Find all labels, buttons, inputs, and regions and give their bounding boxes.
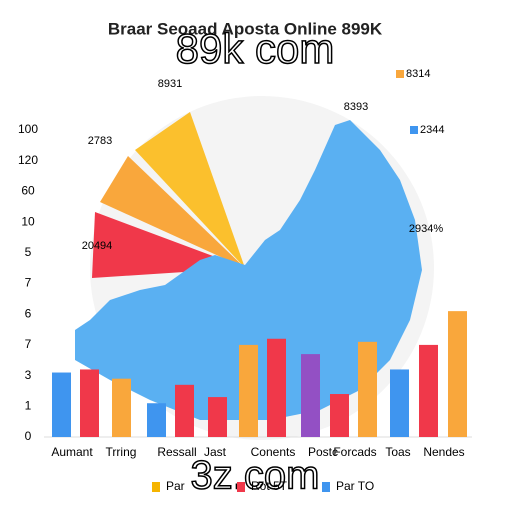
y-axis-label: 120 xyxy=(18,153,38,167)
legend-swatch xyxy=(322,482,330,492)
x-tick-label: Trring xyxy=(106,445,137,459)
bar xyxy=(175,384,194,437)
pie-slice xyxy=(100,156,245,268)
pie-label: 2783 xyxy=(88,135,112,147)
x-tick-label: Toas xyxy=(385,445,410,459)
bar xyxy=(239,344,258,437)
y-axis-label: 7 xyxy=(25,276,32,290)
legend-label: 8314 xyxy=(406,68,430,80)
x-tick-label: Forcads xyxy=(333,445,376,459)
pie-label: 8393 xyxy=(344,101,368,113)
bar xyxy=(301,354,320,437)
bar xyxy=(358,341,377,437)
watermark: 89k com xyxy=(176,25,335,72)
x-tick-label: Nendes xyxy=(423,445,464,459)
x-tick-label: Jast xyxy=(204,445,227,459)
pie-label: 8931 xyxy=(158,78,182,90)
legend-label: Rot 5T xyxy=(251,479,288,493)
y-axis-label: 10 xyxy=(21,214,35,228)
y-axis-label: 3 xyxy=(25,368,32,382)
y-axis-label: 0 xyxy=(25,429,32,443)
x-tick-label: Aumant xyxy=(51,445,93,459)
legend-label: Par TO xyxy=(336,479,374,493)
y-axis-label: 100 xyxy=(18,122,38,136)
bar xyxy=(330,394,349,437)
bar xyxy=(419,344,438,437)
legend-swatch xyxy=(396,70,404,78)
y-axis-label: 7 xyxy=(25,337,32,351)
blue-area xyxy=(75,120,422,420)
pie-label: 20494 xyxy=(82,240,113,252)
legend-label: 2344 xyxy=(420,124,444,136)
bar xyxy=(267,338,286,437)
title: Braar Seoaad Aposta Online 899K xyxy=(108,19,383,38)
x-tick-label: Conents xyxy=(251,445,296,459)
y-axis-label: 1 xyxy=(25,398,32,412)
y-axis-label: 6 xyxy=(25,306,32,320)
legend-swatch xyxy=(152,482,160,492)
bar xyxy=(208,397,227,437)
x-tick-label: Ressall xyxy=(157,445,196,459)
legend-swatch xyxy=(237,482,245,492)
bar xyxy=(448,311,467,437)
legend-swatch xyxy=(410,126,418,134)
y-axis-label: 60 xyxy=(21,184,35,198)
legend-label: Par xyxy=(166,479,185,493)
y-axis-label: 5 xyxy=(25,245,32,259)
bar xyxy=(52,372,71,437)
pie-label: 2934% xyxy=(409,223,443,235)
x-tick-label: Postc xyxy=(308,445,338,459)
bar xyxy=(147,403,166,437)
pie-slice xyxy=(135,112,245,268)
bar xyxy=(80,369,99,437)
bar xyxy=(112,378,131,437)
bar xyxy=(390,369,409,437)
watermark: 3z.com xyxy=(191,454,320,498)
